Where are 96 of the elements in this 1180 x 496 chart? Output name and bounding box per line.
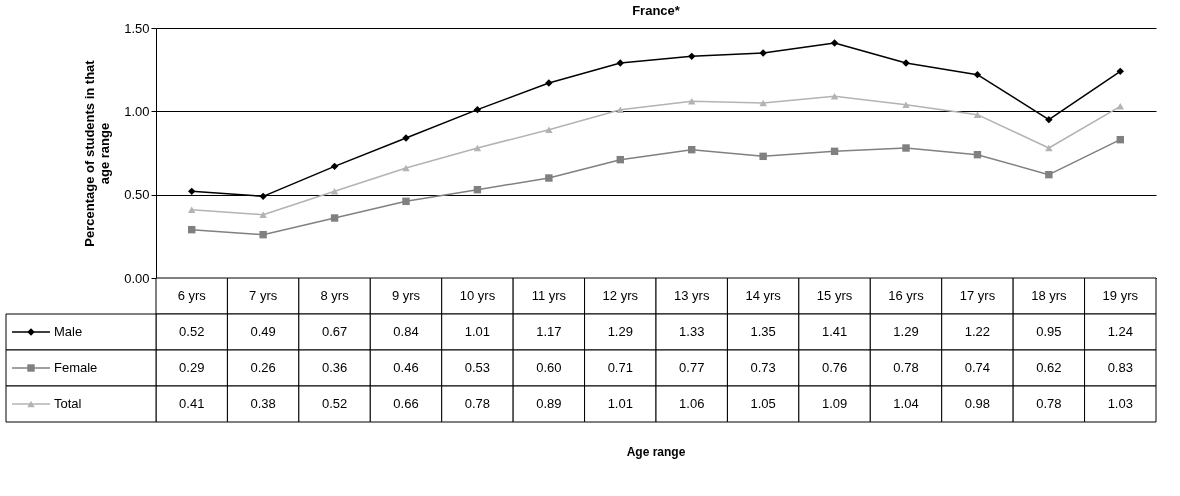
data-label: 1.05: [750, 396, 776, 411]
data-label: 1.01: [464, 324, 491, 339]
point: [759, 152, 767, 161]
legend-label: Total: [54, 396, 82, 411]
x-tick-label: 7 yrs: [249, 288, 278, 303]
data-label: 0.76: [821, 360, 848, 375]
data-label: 0.29: [179, 360, 205, 375]
y-tick-label: 0.00: [124, 270, 150, 286]
x-tick-label: 18 yrs: [1031, 288, 1068, 303]
legend-label: Female: [54, 360, 98, 375]
data-label: 1.33: [679, 324, 705, 339]
point: [402, 164, 410, 172]
point: [1116, 103, 1124, 110]
data-label: 1.06: [679, 396, 705, 411]
data-label: 1.17: [536, 324, 562, 339]
x-tick-label: 12 yrs: [602, 288, 639, 303]
data-label: 0.73: [750, 360, 776, 375]
point: [1045, 144, 1053, 152]
x-tick-label: 8 yrs: [320, 288, 350, 303]
data-label: 1.09: [821, 396, 848, 411]
data-label: 1.29: [607, 324, 633, 339]
data-label: 0.78: [464, 396, 491, 411]
y-tick-label: 0.50: [124, 187, 150, 203]
point: [688, 98, 696, 105]
point: [830, 93, 839, 100]
data-label: 0.49: [250, 324, 276, 339]
point: [616, 106, 624, 113]
x-tick-label: 6 yrs: [177, 288, 207, 303]
data-label: 0.98: [964, 396, 991, 411]
x-tick-label: 10 yrs: [459, 288, 496, 303]
x-tick-label: 9 yrs: [391, 288, 421, 303]
point: [973, 70, 982, 79]
legend-label: Male: [54, 324, 83, 339]
data-label: 0.60: [536, 360, 562, 375]
data-label: 0.66: [393, 396, 419, 411]
data-label: 0.52: [321, 396, 348, 411]
y-tick-label: 1.00: [124, 103, 150, 119]
data-label: 0.53: [464, 360, 491, 375]
chart-title: France*: [632, 3, 681, 18]
point: [259, 230, 267, 239]
point: [688, 52, 696, 61]
x-tick-label: 15 yrs: [816, 288, 853, 303]
point: [830, 39, 839, 47]
data-label: 0.67: [321, 324, 348, 339]
data-label: 1.24: [1107, 324, 1133, 339]
point: [1116, 67, 1124, 76]
point: [473, 105, 482, 114]
data-label: 1.04: [893, 396, 919, 411]
data-label: 0.36: [321, 360, 348, 375]
data-label: 0.83: [1107, 360, 1133, 375]
data-label: 0.26: [250, 360, 276, 375]
data-label: 0.71: [607, 360, 633, 375]
x-tick-label: 13 yrs: [674, 288, 710, 303]
text: Age range: [626, 445, 686, 459]
point: [973, 111, 982, 118]
y-tick-label: 1.50: [124, 20, 150, 36]
data-label: 0.78: [1036, 396, 1062, 411]
point: [473, 144, 482, 152]
point: [188, 206, 196, 213]
point: [1045, 170, 1053, 179]
data-label: 1.01: [607, 396, 633, 411]
y-axis-title: Percentage of students in that age range: [82, 59, 113, 247]
point: [545, 174, 553, 182]
data-label: 0.62: [1036, 360, 1062, 375]
point: [759, 99, 767, 107]
data-label: 0.84: [393, 324, 419, 339]
point: [902, 144, 910, 152]
x-tick-label: 11 yrs: [531, 288, 567, 303]
x-tick-label: 16 yrs: [888, 288, 925, 303]
point: [259, 192, 267, 201]
data-label: 1.22: [964, 324, 991, 339]
point: [330, 162, 339, 171]
point: [188, 187, 196, 196]
data-label: 0.78: [893, 360, 919, 375]
data-label: 1.35: [750, 324, 776, 339]
data-label: 0.95: [1036, 324, 1062, 339]
data-label: 0.77: [679, 360, 705, 375]
point: [902, 101, 910, 108]
data-label: 0.52: [179, 324, 205, 339]
x-tick-label: 17 yrs: [959, 288, 996, 303]
data-label: 1.03: [1107, 396, 1133, 411]
data-label: 0.38: [250, 396, 276, 411]
point: [545, 126, 553, 133]
data-label: 0.89: [536, 396, 562, 411]
point: [402, 197, 410, 206]
data-label: 0.46: [393, 360, 419, 375]
data-label: 1.29: [893, 324, 919, 339]
point: [259, 211, 267, 218]
point: [1045, 115, 1053, 124]
x-tick-label: 14 yrs: [745, 288, 782, 303]
data-label: 0.74: [964, 360, 991, 375]
point: [330, 188, 339, 195]
data-label: 0.41: [179, 396, 205, 411]
x-tick-label: 19 yrs: [1102, 288, 1139, 303]
data-label: 1.41: [821, 324, 848, 339]
point: [330, 214, 339, 222]
